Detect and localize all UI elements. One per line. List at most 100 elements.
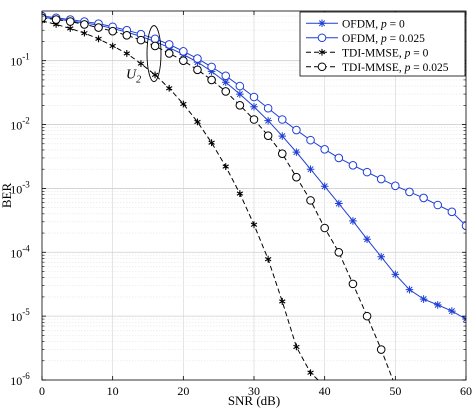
x-tick-label: 40 [319,384,331,398]
series-point [363,235,371,244]
legend-marker [317,33,327,43]
series-point [278,132,287,140]
series-point [179,47,188,56]
series-point [222,163,229,170]
series-point [249,92,259,102]
series-point [292,172,301,182]
series-point [180,100,187,108]
series-point [122,30,132,40]
series-point [306,135,315,145]
axes-ticks: 0 10 20 30 40 50 60 10-6 10-5 10-4 10-3 10-2 10-1 [10,11,472,398]
series-point [263,103,273,113]
series-point [348,279,358,289]
y-tick-label: 10-4 [10,243,30,260]
series-point [419,193,428,203]
series-point [362,311,372,321]
series-point [405,187,414,197]
series-point [405,285,414,294]
series-point [67,25,74,32]
series-point [461,221,466,231]
series-point [433,200,443,210]
series-point [391,270,400,279]
x-tick-label: 50 [389,384,401,398]
series-point [264,116,272,125]
series-point [448,307,456,315]
series-point [207,75,216,85]
series-point [179,56,188,65]
series-point [164,40,174,49]
series-point [292,148,301,156]
series-point [334,247,344,257]
series-point [377,252,385,261]
legend-label: OFDM, p = 0.025 [342,33,425,45]
x-tick-label: 20 [177,384,189,398]
y-tick-label: 10-6 [10,371,30,388]
annotation: U2 [126,25,162,86]
annotation-label: U2 [126,68,141,86]
series-point [150,41,160,51]
series-point [137,60,145,68]
x-axis-label: SNR (dB) [228,393,280,408]
legend-marker [317,62,327,72]
x-tick-label: 30 [248,384,260,398]
series-point [80,20,89,29]
legend-label: TDI-MMSE, p = 0 [342,47,429,59]
series-layer [42,11,466,380]
series-point [320,144,329,154]
series-point [376,174,386,184]
legend-entry: TDI-MMSE, p = 0.025 [306,62,449,74]
series-point [306,165,315,173]
series-2 [42,17,319,380]
series-point [249,115,259,124]
series-point [207,67,216,76]
x-tick-label: 0 [39,384,45,398]
series-point [376,345,386,354]
annotation-ellipse [146,25,162,83]
series-point [164,49,174,58]
y-tick-label: 10-3 [10,179,30,196]
x-tick-label: 60 [460,384,472,398]
series-point [95,35,102,43]
legend-entry: OFDM, p = 0.025 [306,33,425,45]
series-point [320,223,329,233]
series-point [236,90,244,98]
legend-entry: OFDM, p = 0 [306,18,405,30]
series-point [250,221,258,229]
legend-label: TDI-MMSE, p = 0.025 [342,62,449,74]
series-line [42,20,319,380]
series-point [307,369,314,377]
series-point [236,190,244,197]
series-point [277,149,287,158]
series-3 [42,13,394,380]
x-tick-label: 10 [107,384,119,398]
series-point [279,298,286,305]
series-point [306,196,315,205]
series-point [235,81,245,91]
series-point [235,101,245,110]
legend-entry: TDI-MMSE, p = 0 [306,47,429,59]
series-point [362,167,372,177]
series-point [108,26,117,36]
series-point [292,125,301,135]
series-point [250,102,258,111]
y-tick-label: 10-1 [10,52,30,69]
series-point [419,295,428,303]
legend-label: OFDM, p = 0 [342,18,405,30]
series-1 [42,11,466,231]
series-point [194,118,201,126]
y-tick-label: 10-5 [10,307,30,324]
series-point [293,343,300,351]
series-point [221,87,231,96]
series-point [94,23,103,32]
series-point [349,217,357,225]
series-point [193,65,202,75]
series-point [123,50,131,57]
series-point [263,131,273,140]
y-axis-label: BER [0,183,14,209]
series-point [264,255,272,263]
series-point [208,139,215,147]
legend-box [299,11,466,77]
legend: OFDM, p = 0 OFDM, p = 0.025 TDI-MMSE, p = … [299,11,466,77]
series-point [165,84,173,92]
